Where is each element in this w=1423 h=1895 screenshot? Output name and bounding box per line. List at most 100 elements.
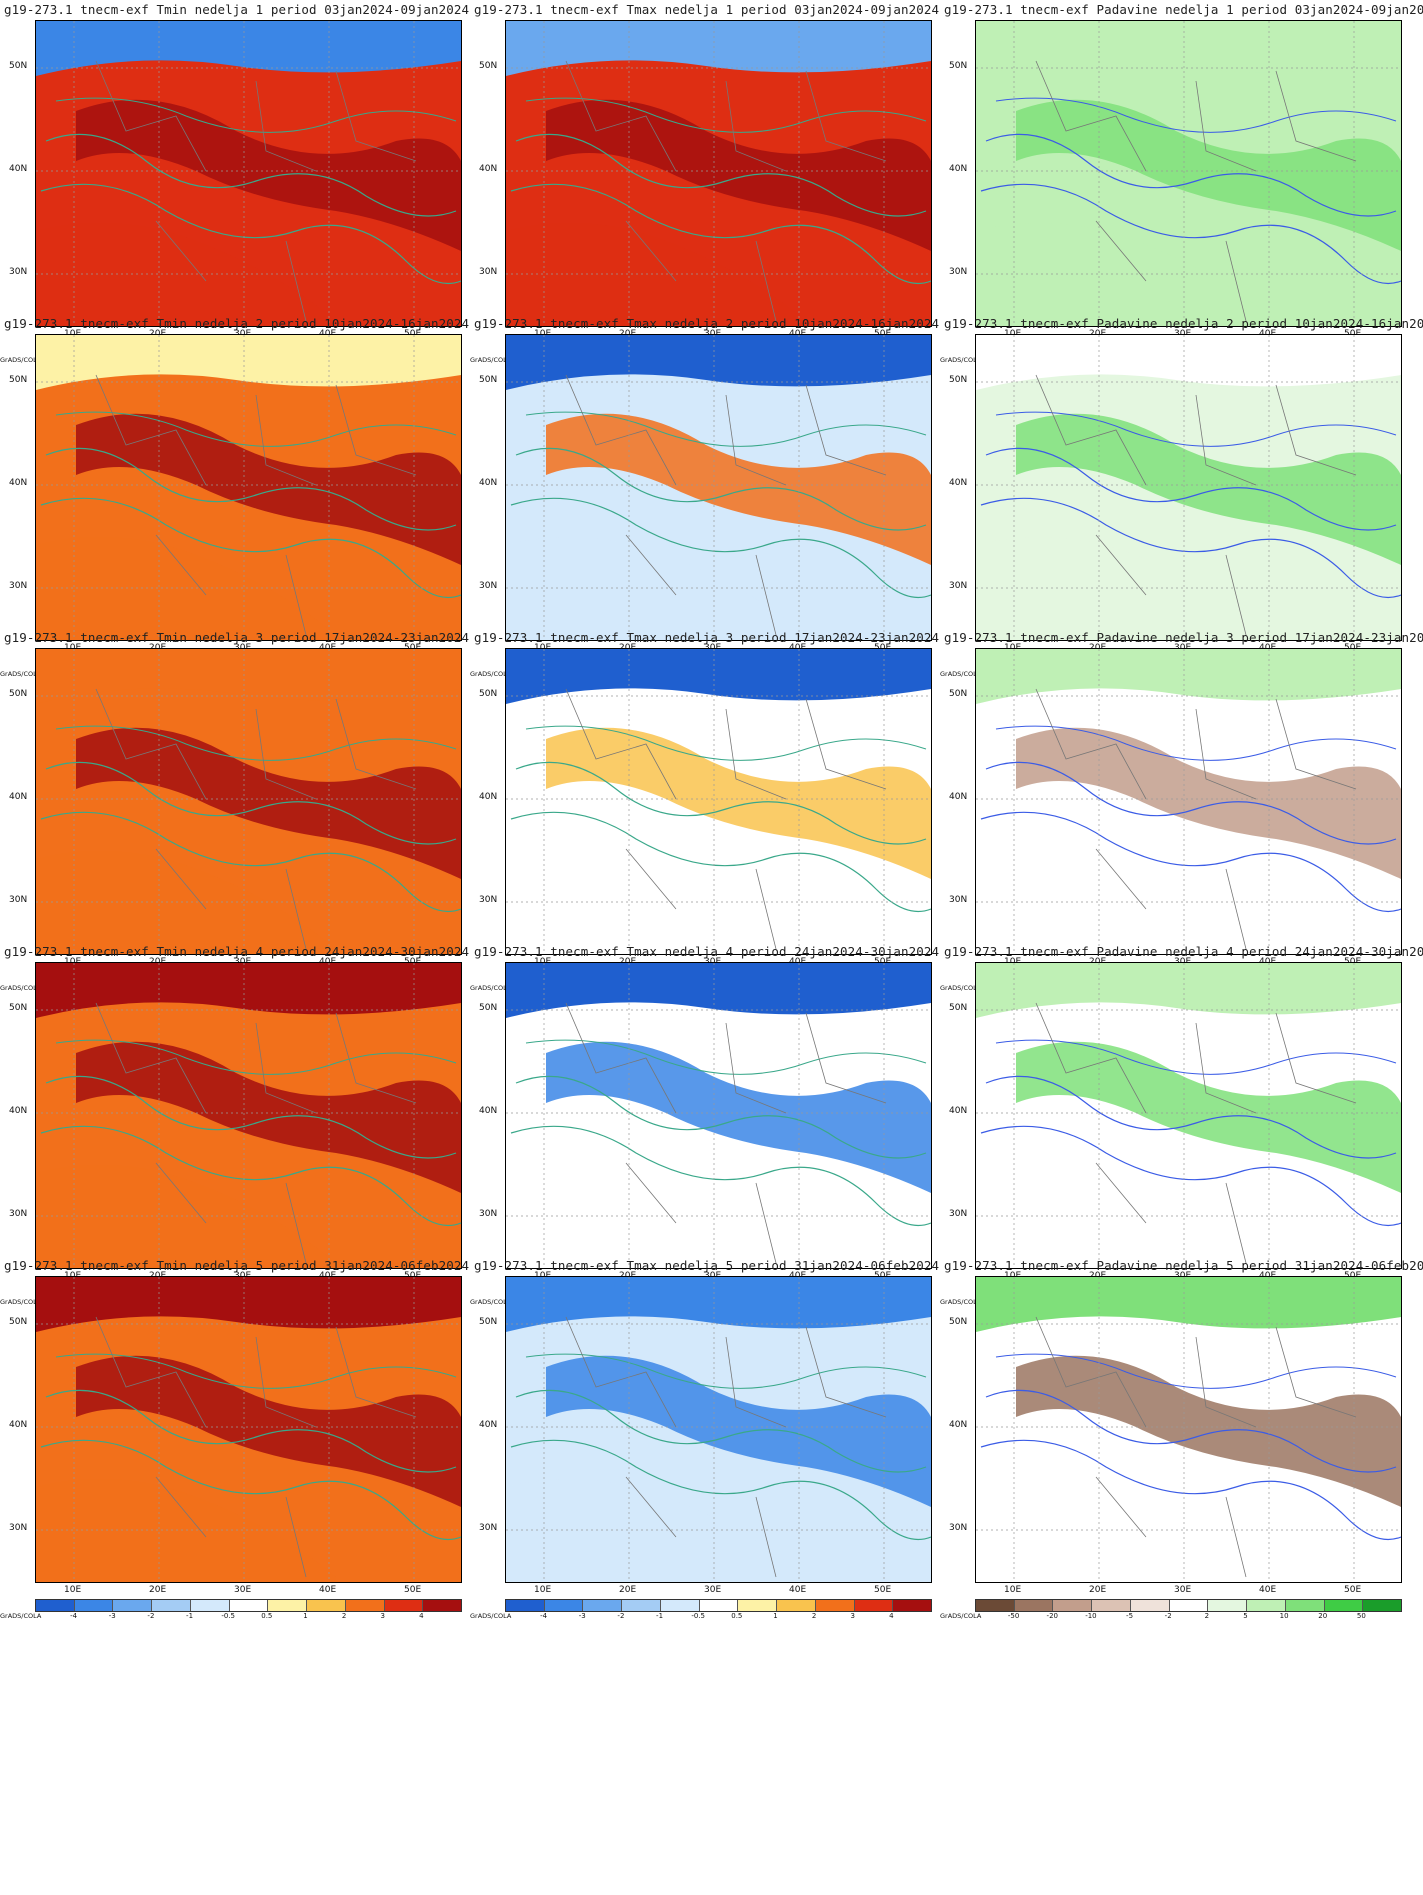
lat-label: 30N <box>949 1209 968 1219</box>
lon-label: 20E <box>619 1585 637 1595</box>
colorbar-label: -20 <box>1046 1612 1058 1620</box>
map-panel: g19-273.1 tnecm-exf Tmax nedelja 4 perio… <box>470 942 940 1320</box>
lon-label: 30E <box>704 1585 722 1595</box>
map-field <box>976 649 1401 954</box>
map-frame <box>505 1276 932 1583</box>
lon-label: 20E <box>1089 1585 1107 1595</box>
colorbar-label: 10 <box>1279 1612 1289 1620</box>
lat-label: 30N <box>9 895 28 905</box>
lat-label: 30N <box>949 581 968 591</box>
colorbar-label: -4 <box>540 1612 548 1620</box>
grads-credit: GrADS/COLA <box>0 670 42 678</box>
panel-title: g19-273.1 tnecm-exf Tmax nedelja 2 perio… <box>474 316 940 331</box>
map-panel: g19-273.1 tnecm-exf Padavine nedelja 1 p… <box>940 0 1423 378</box>
panel-title: g19-273.1 tnecm-exf Tmax nedelja 5 perio… <box>474 1258 940 1273</box>
lat-label: 40N <box>9 478 28 488</box>
lat-label: 30N <box>9 1209 28 1219</box>
map-panel: g19-273.1 tnecm-exf Tmin nedelja 3 perio… <box>0 628 470 1006</box>
colorbar-label: -4 <box>70 1612 78 1620</box>
lon-label: 50E <box>874 1585 892 1595</box>
colorbar-label: 2 <box>341 1612 347 1620</box>
grads-credit: GrADS/COLA <box>940 356 982 364</box>
grads-credit: GrADS/COLA <box>470 1298 512 1306</box>
lat-label: 50N <box>949 375 968 385</box>
map-panel: g19-273.1 tnecm-exf Tmax nedelja 5 perio… <box>470 1256 940 1634</box>
lat-label: 40N <box>949 1420 968 1430</box>
colorbar-swatch <box>1092 1600 1131 1611</box>
panel-title: g19-273.1 tnecm-exf Tmax nedelja 1 perio… <box>474 2 940 17</box>
lon-label: 50E <box>1344 1585 1362 1595</box>
lon-label: 40E <box>789 1585 807 1595</box>
colorbar-swatch <box>152 1600 191 1611</box>
map-field <box>506 21 931 326</box>
map-panel: g19-273.1 tnecm-exf Tmax nedelja 1 perio… <box>470 0 940 378</box>
map-frame <box>975 648 1402 955</box>
panel-title: g19-273.1 tnecm-exf Tmin nedelja 5 perio… <box>4 1258 470 1273</box>
lon-label: 30E <box>234 1585 252 1595</box>
colorbar-label: -0.5 <box>221 1612 236 1620</box>
grads-credit: GrADS/COLA <box>470 984 512 992</box>
lat-label: 40N <box>479 792 498 802</box>
colorbar <box>35 1599 462 1612</box>
colorbar <box>505 1599 932 1612</box>
colorbar-swatch <box>622 1600 661 1611</box>
colorbar-swatch <box>307 1600 346 1611</box>
colorbar-label: 4 <box>889 1612 894 1620</box>
map-field <box>506 335 931 640</box>
colorbar-label: -2 <box>1164 1612 1172 1620</box>
lat-label: 50N <box>9 61 28 71</box>
map-frame <box>505 334 932 641</box>
lon-label: 10E <box>534 1585 552 1595</box>
lon-label: 40E <box>1259 1585 1277 1595</box>
colorbar-swatch <box>1208 1600 1248 1611</box>
lat-label: 30N <box>479 581 498 591</box>
colorbar-label: 2 <box>811 1612 817 1620</box>
panel-title: g19-273.1 tnecm-exf Tmax nedelja 4 perio… <box>474 944 940 959</box>
map-frame <box>975 962 1402 1269</box>
lat-label: 40N <box>9 164 28 174</box>
grads-credit: GrADS/COLA <box>940 1612 982 1620</box>
map-field <box>976 1277 1401 1582</box>
map-field <box>506 1277 931 1582</box>
lat-label: 40N <box>949 1106 968 1116</box>
lat-label: 50N <box>949 1003 968 1013</box>
map-panel: g19-273.1 tnecm-exf Tmin nedelja 5 perio… <box>0 1256 470 1634</box>
panel-title: g19-273.1 tnecm-exf Padavine nedelja 4 p… <box>944 944 1423 959</box>
map-frame <box>505 648 932 955</box>
colorbar-swatch <box>1053 1600 1093 1611</box>
map-field <box>36 21 461 326</box>
colorbar-label: -10 <box>1085 1612 1097 1620</box>
lat-label: 50N <box>479 61 498 71</box>
panel-title: g19-273.1 tnecm-exf Tmin nedelja 1 perio… <box>4 2 470 17</box>
map-field <box>36 335 461 640</box>
grads-credit: GrADS/COLA <box>470 356 512 364</box>
colorbar-label: -5 <box>1126 1612 1134 1620</box>
colorbar-label: -50 <box>1007 1612 1020 1620</box>
colorbar-label: -0.5 <box>691 1612 706 1620</box>
map-frame <box>975 334 1402 641</box>
grads-credit: GrADS/COLA <box>470 1612 512 1620</box>
colorbar-swatch <box>699 1600 739 1611</box>
colorbar-label: 3 <box>380 1612 385 1620</box>
colorbar-swatch <box>36 1600 75 1611</box>
colorbar-swatch <box>1014 1600 1054 1611</box>
colorbar-swatch <box>1363 1600 1402 1611</box>
lat-label: 40N <box>479 1420 498 1430</box>
panel-title: g19-273.1 tnecm-exf Padavine nedelja 1 p… <box>944 2 1423 17</box>
panel-title: g19-273.1 tnecm-exf Tmax nedelja 3 perio… <box>474 630 940 645</box>
colorbar-swatch <box>777 1600 816 1611</box>
lat-label: 50N <box>479 1003 498 1013</box>
colorbar-swatch <box>423 1600 462 1611</box>
lon-label: 40E <box>319 1585 337 1595</box>
lat-label: 50N <box>9 1003 28 1013</box>
map-frame <box>35 648 462 955</box>
map-panel: g19-273.1 tnecm-exf Tmax nedelja 2 perio… <box>470 314 940 692</box>
colorbar-label: -3 <box>578 1612 586 1620</box>
map-field <box>506 963 931 1268</box>
colorbar-label: -1 <box>656 1612 664 1620</box>
panel-title: g19-273.1 tnecm-exf Tmin nedelja 3 perio… <box>4 630 470 645</box>
grads-credit: GrADS/COLA <box>470 670 512 678</box>
colorbar-swatch <box>113 1600 153 1611</box>
colorbar-swatch <box>544 1600 584 1611</box>
lat-label: 40N <box>9 1106 28 1116</box>
